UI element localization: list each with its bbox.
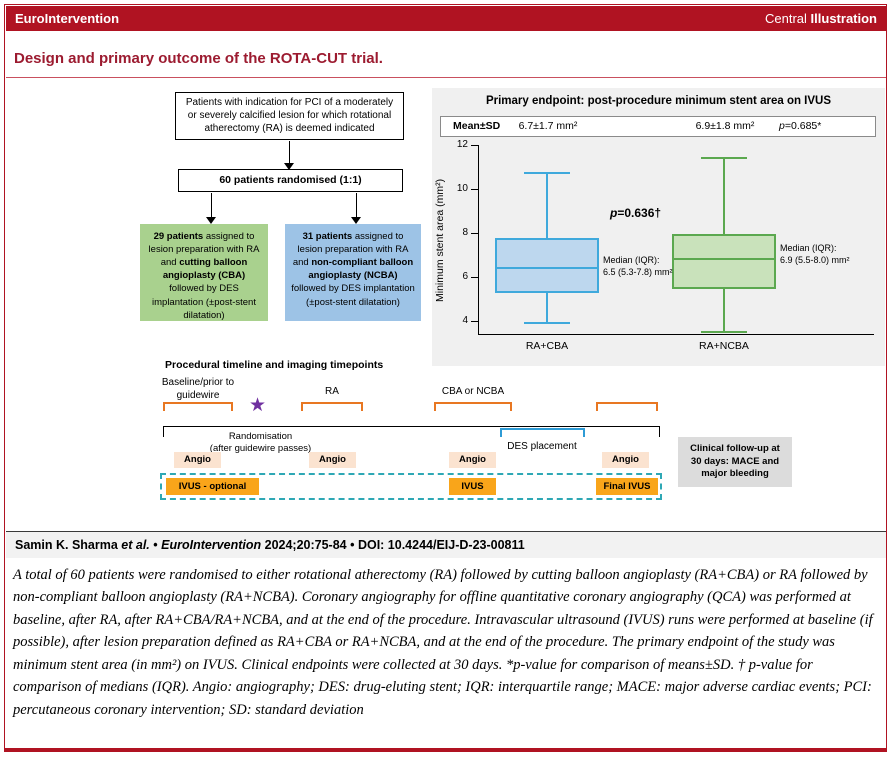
y-tick-label: 8 (462, 227, 468, 238)
boxplot-ra-ncba (432, 88, 885, 366)
x-label-ra-ncba: RA+NCBA (699, 340, 749, 352)
flow-cba-arm-box: 29 patients assigned to lesion preparati… (140, 224, 268, 321)
figure-title: Design and primary outcome of the ROTA-C… (14, 50, 383, 67)
mean-sd-ra-cba: 6.7±1.7 mm² (518, 120, 578, 132)
median-label-line1: Median (IQR): (603, 255, 660, 265)
angio-box-after-ra: Angio (309, 452, 356, 468)
citation-text: Samin K. Sharma et al. • EuroInterventio… (15, 538, 525, 552)
figure-border (4, 4, 887, 752)
median-line (672, 258, 776, 261)
y-tick-mark (471, 233, 478, 234)
whisker-cap-bottom (524, 322, 570, 324)
y-tick-label: 4 (462, 315, 468, 326)
whisker-cap-top (701, 157, 747, 159)
y-tick-mark (471, 145, 478, 146)
final-bracket-icon (596, 402, 658, 411)
whisker-cap-top (524, 172, 570, 175)
ivus-box: IVUS (449, 478, 496, 495)
arrowhead-icon (351, 217, 362, 224)
median-line (495, 267, 599, 269)
ra-bracket-icon (301, 402, 363, 411)
flow-arrow-down-1 (284, 141, 295, 170)
citation-bar: Samin K. Sharma et al. • EuroInterventio… (6, 531, 886, 558)
y-axis-line (478, 145, 479, 334)
endpoint-panel: Primary endpoint: post-procedure minimum… (432, 88, 885, 366)
ivus-optional-box: IVUS - optional (166, 478, 259, 495)
header-bar: EuroIntervention Central Illustration (6, 6, 886, 31)
y-tick-label: 12 (456, 139, 468, 150)
timeline-heading: Procedural timeline and imaging timepoin… (165, 359, 384, 371)
des-bracket-icon (500, 428, 585, 437)
angio-box-baseline: Angio (174, 452, 221, 468)
timeline-ra-label: RA (325, 386, 339, 397)
median-label-line2: 6.5 (5.3-7.8) mm² (603, 267, 673, 278)
figure-caption: A total of 60 patients were randomised t… (13, 567, 873, 718)
clinical-followup-box: Clinical follow-up at 30 days: MACE and … (678, 437, 792, 487)
timeline-axis (163, 426, 660, 437)
final-ivus-box: Final IVUS (596, 478, 658, 495)
mean-sd-row: Mean±SD 6.7±1.7 mm² 6.9±1.8 mm² p=0.685* (440, 116, 876, 137)
timeline-cba-ncba-label: CBA or NCBA (441, 386, 505, 397)
mean-sd-label: Mean±SD (453, 120, 501, 132)
mean-p-value: p=0.685* (779, 120, 822, 132)
timeline-randomisation-label: Randomisation (after guidewire passes) (203, 431, 318, 455)
y-tick-label: 6 (462, 271, 468, 282)
angio-box-after-cba: Angio (449, 452, 496, 468)
endpoint-panel-title: Primary endpoint: post-procedure minimum… (485, 95, 832, 107)
x-label-ra-cba: RA+CBA (525, 340, 569, 352)
ivus-dashed-outline (160, 473, 662, 500)
arrowhead-icon (206, 217, 217, 224)
flow-ncba-arm-box: 31 patients assigned to lesion preparati… (285, 224, 421, 321)
flow-arrow-down-right (351, 193, 362, 224)
flow-arrow-down-left (206, 193, 217, 224)
median-p-value: p=0.636† (610, 206, 662, 220)
randomisation-line1: Randomisation (228, 431, 293, 442)
median-label-line1: Median (IQR): (780, 243, 837, 253)
central-illustration-label: Central Illustration (765, 11, 877, 26)
y-tick-mark (471, 189, 478, 190)
flow-randomised-box: 60 patients randomised (1:1) (178, 169, 403, 192)
iqr-box (672, 234, 776, 289)
title-divider (6, 77, 886, 78)
angio-box-final: Angio (602, 452, 649, 468)
y-tick-mark (471, 321, 478, 322)
y-tick-mark (471, 277, 478, 278)
randomisation-star-icon: ★ (249, 395, 267, 416)
median-label-ra-ncba: Median (IQR): 6.9 (5.5-8.0) mm² (780, 242, 850, 266)
whisker-cap-bottom (701, 330, 747, 333)
y-tick-label: 10 (456, 183, 468, 194)
des-placement-label: DES placement (507, 441, 577, 452)
journal-name: EuroIntervention (15, 11, 120, 26)
boxplot-ra-cba (432, 88, 885, 366)
timeline-baseline-label: Baseline/prior to guidewire (161, 377, 235, 401)
baseline-bracket-icon (163, 402, 233, 411)
mean-sd-ra-ncba: 6.9±1.8 mm² (695, 120, 755, 132)
cba-ncba-bracket-icon (434, 402, 512, 411)
randomisation-line2: (after guidewire passes) (209, 442, 312, 454)
arrowhead-icon (284, 163, 295, 170)
flow-indication-box: Patients with indication for PCI of a mo… (175, 92, 404, 140)
x-axis-line (478, 334, 874, 335)
median-label-line2: 6.9 (5.5-8.0) mm² (780, 255, 850, 266)
median-label-ra-cba: Median (IQR): 6.5 (5.3-7.8) mm² (603, 254, 673, 278)
iqr-box (495, 238, 599, 294)
